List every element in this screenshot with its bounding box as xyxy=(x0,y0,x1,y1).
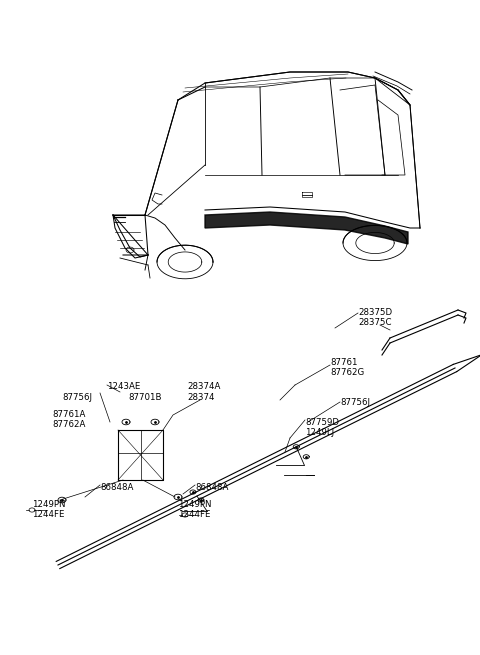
Text: 86848A: 86848A xyxy=(100,483,133,492)
Polygon shape xyxy=(205,212,408,244)
Text: 28374: 28374 xyxy=(187,393,215,402)
Text: 1249PN: 1249PN xyxy=(178,500,212,509)
Text: 28374A: 28374A xyxy=(187,382,220,391)
Text: 87756J: 87756J xyxy=(62,393,92,402)
Text: 87761A: 87761A xyxy=(52,410,85,419)
Text: 1249LJ: 1249LJ xyxy=(305,428,334,437)
Text: 87756J: 87756J xyxy=(340,398,370,407)
Text: 87701B: 87701B xyxy=(128,393,161,402)
Text: 28375D: 28375D xyxy=(358,308,392,317)
Text: 87759D: 87759D xyxy=(305,418,339,427)
Text: 87761: 87761 xyxy=(330,358,358,367)
Text: 28375C: 28375C xyxy=(358,318,392,327)
Text: 1243AE: 1243AE xyxy=(107,382,140,391)
Text: 86848A: 86848A xyxy=(195,483,228,492)
Text: 1244FE: 1244FE xyxy=(32,510,64,519)
Text: 87762G: 87762G xyxy=(330,368,364,377)
Text: 87762A: 87762A xyxy=(52,420,85,429)
Text: 1249PN: 1249PN xyxy=(32,500,65,509)
Text: 1244FE: 1244FE xyxy=(178,510,211,519)
